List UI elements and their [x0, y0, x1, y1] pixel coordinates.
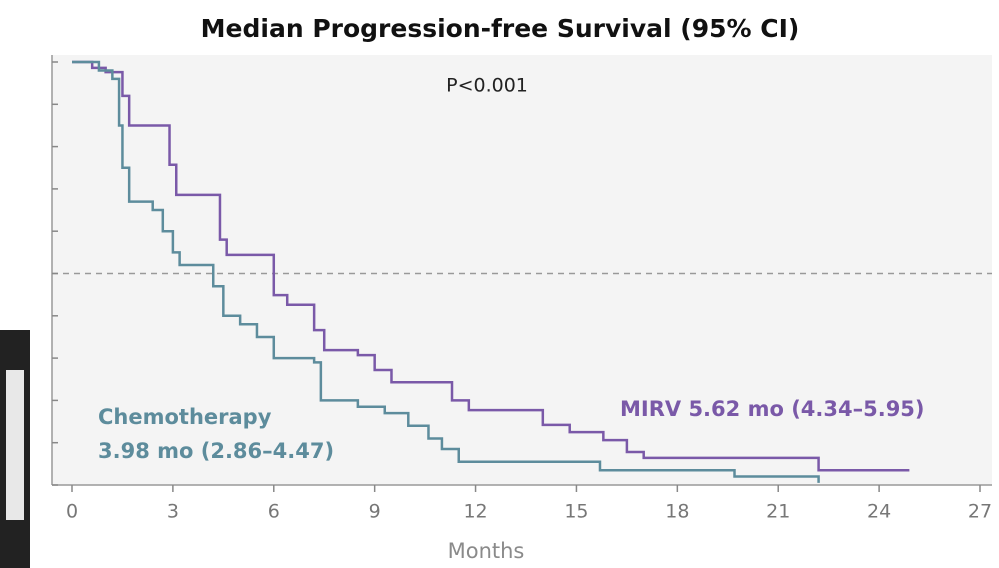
- x-tick-label: 21: [766, 501, 790, 523]
- x-tick-label: 0: [66, 501, 78, 523]
- x-tick-label: 9: [369, 501, 381, 523]
- x-tick-label: 3: [167, 501, 179, 523]
- chemo-median: 3.98 mo (2.86–4.47): [98, 439, 334, 463]
- mirv-median: MIRV 5.62 mo (4.34–5.95): [620, 397, 925, 421]
- chemo-label: Chemotherapy: [98, 405, 272, 429]
- x-tick-label: 24: [867, 501, 891, 523]
- plot-area: [52, 55, 992, 485]
- x-tick-label: 6: [268, 501, 280, 523]
- survival-curve: [72, 60, 910, 472]
- p-value: P<0.001: [446, 75, 528, 97]
- x-tick-label: 12: [463, 501, 487, 523]
- x-axis-label: Months: [448, 539, 525, 563]
- x-tick-label: 18: [665, 501, 689, 523]
- chart-title: Median Progression-free Survival (95% CI…: [201, 14, 800, 43]
- survival-curve: [72, 60, 820, 483]
- x-tick-label: 15: [564, 501, 588, 523]
- x-tick-label: 27: [968, 501, 992, 523]
- vial-label: [6, 370, 24, 520]
